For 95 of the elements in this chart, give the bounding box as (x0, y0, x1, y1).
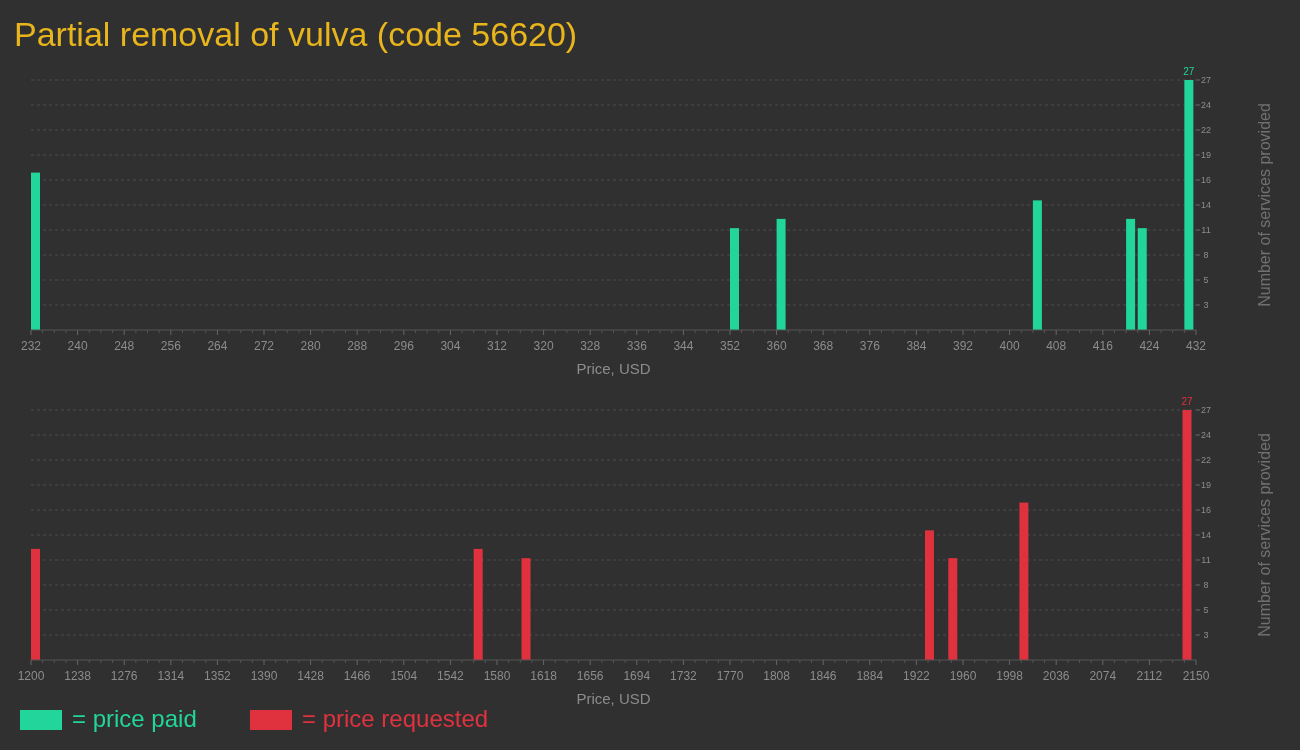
x-tick-label: 416 (1092, 339, 1114, 353)
x-tick-label: 360 (766, 339, 787, 353)
y-tick-label: 16 (1200, 175, 1212, 185)
x-tick-label: 1998 (996, 669, 1024, 683)
legend-label: = price requested (302, 705, 489, 732)
x-tick-label: 296 (393, 339, 415, 353)
x-tick-label: 1618 (530, 669, 558, 683)
y-tick-label: 22 (1200, 125, 1212, 135)
y-tick-label: 24 (1200, 430, 1212, 440)
x-tick-label: 1352 (204, 669, 232, 683)
x-tick-label: 264 (207, 339, 228, 353)
x-tick-label: 1846 (809, 669, 837, 683)
x-tick-label: 320 (533, 339, 554, 353)
y-axis-title: Number of services provided (1256, 433, 1273, 637)
bar (521, 558, 531, 660)
x-tick-label: 1580 (483, 669, 511, 683)
x-axis-title: Price, USD (576, 690, 651, 707)
x-tick-label: 408 (1046, 339, 1067, 353)
x-tick-label: 376 (859, 339, 881, 353)
y-axis-title: Number of services provided (1256, 103, 1273, 307)
x-tick-label: 240 (67, 339, 88, 353)
y-tick-label: 3 (1203, 300, 1209, 310)
x-tick-label: 272 (253, 339, 275, 353)
y-tick-label: 14 (1200, 200, 1212, 210)
y-tick-label: 5 (1203, 605, 1209, 615)
x-tick-label: 1276 (110, 669, 138, 683)
chart-title: Partial removal of vulva (code 56620) (14, 15, 578, 53)
x-tick-label: 1200 (17, 669, 45, 683)
x-tick-label: 328 (580, 339, 601, 353)
x-tick-label: 1238 (64, 669, 92, 683)
y-tick-label: 16 (1200, 505, 1212, 515)
x-tick-label: 1770 (716, 669, 744, 683)
x-tick-label: 2150 (1182, 669, 1210, 683)
bar (1184, 80, 1194, 330)
y-tick-label: 14 (1200, 530, 1212, 540)
x-tick-label: 1960 (949, 669, 977, 683)
x-tick-label: 288 (347, 339, 368, 353)
y-tick-label: 3 (1203, 630, 1209, 640)
x-tick-label: 1504 (390, 669, 418, 683)
x-tick-label: 1656 (576, 669, 604, 683)
x-tick-label: 2036 (1042, 669, 1070, 683)
x-tick-label: 1314 (157, 669, 185, 683)
x-tick-label: 344 (673, 339, 694, 353)
y-tick-label: 19 (1200, 480, 1212, 490)
x-tick-label: 400 (999, 339, 1020, 353)
x-tick-label: 1466 (343, 669, 371, 683)
data-label: 27 (1183, 66, 1195, 77)
x-tick-label: 1884 (856, 669, 884, 683)
bar (1019, 502, 1029, 660)
bar (1182, 410, 1192, 660)
data-label: 27 (1181, 396, 1194, 407)
x-tick-label: 304 (440, 339, 461, 353)
bar (1137, 228, 1147, 330)
y-tick-label: 8 (1203, 580, 1209, 590)
x-tick-label: 1390 (250, 669, 278, 683)
y-tick-label: 22 (1200, 455, 1212, 465)
x-tick-label: 248 (114, 339, 135, 353)
bar (473, 548, 483, 660)
y-tick-label: 19 (1200, 150, 1212, 160)
x-tick-label: 2074 (1089, 669, 1117, 683)
x-tick-label: 352 (719, 339, 741, 353)
x-tick-label: 1542 (437, 669, 465, 683)
x-tick-label: 2112 (1136, 669, 1163, 683)
x-tick-label: 1694 (623, 669, 651, 683)
x-tick-label: 312 (486, 339, 508, 353)
x-tick-label: 280 (300, 339, 321, 353)
x-tick-label: 424 (1139, 339, 1160, 353)
y-tick-label: 24 (1200, 100, 1212, 110)
bar (1126, 218, 1136, 330)
x-tick-label: 392 (952, 339, 974, 353)
bar (776, 218, 786, 330)
x-tick-label: 1922 (903, 669, 931, 683)
legend-label: = price paid (72, 705, 197, 732)
x-tick-label: 1808 (763, 669, 791, 683)
x-tick-label: 432 (1185, 339, 1207, 353)
x-tick-label: 368 (813, 339, 834, 353)
y-tick-label: 5 (1203, 275, 1209, 285)
x-tick-label: 232 (20, 339, 42, 353)
bar (730, 228, 739, 330)
bar (31, 548, 40, 660)
y-tick-label: 27 (1200, 75, 1212, 85)
bar (948, 558, 958, 660)
x-tick-label: 384 (906, 339, 927, 353)
bar (31, 172, 40, 330)
bar (924, 530, 934, 660)
x-tick-label: 1428 (297, 669, 325, 683)
x-tick-label: 336 (626, 339, 648, 353)
y-tick-label: 11 (1201, 555, 1211, 565)
x-axis-title: Price, USD (576, 360, 651, 377)
bar (1032, 200, 1042, 330)
y-tick-label: 8 (1203, 250, 1209, 260)
y-tick-label: 11 (1201, 225, 1211, 235)
x-tick-label: 256 (160, 339, 182, 353)
y-tick-label: 27 (1200, 405, 1212, 415)
x-tick-label: 1732 (670, 669, 698, 683)
